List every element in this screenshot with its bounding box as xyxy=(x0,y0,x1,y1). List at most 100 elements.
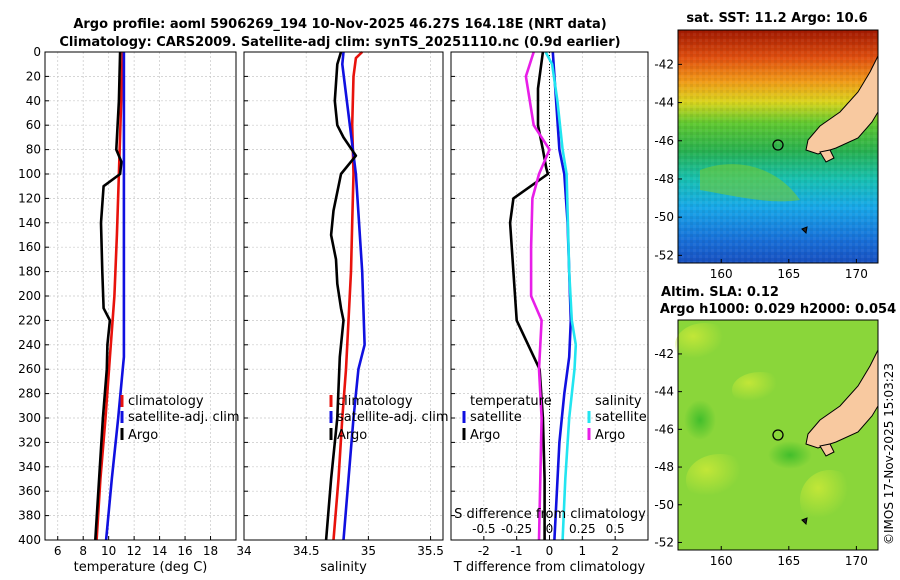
x-axis-label: salinity xyxy=(320,560,367,575)
map-y-tick-label: -42 xyxy=(654,57,674,71)
legend-title-temperature: temperature xyxy=(470,394,552,409)
s-tick-label: 0.5 xyxy=(606,522,625,536)
difference-panel: -2 -1 0 1 2 T difference from climatology xyxy=(450,51,649,575)
x-tick-label: 6 xyxy=(54,544,62,558)
x-tick-label: 8 xyxy=(79,544,87,558)
map-x-tick-label: 160 xyxy=(710,267,733,281)
legend-title-salinity: salinity xyxy=(595,394,642,409)
map-y-tick-label: -50 xyxy=(654,498,674,512)
map-y-tick-label: -48 xyxy=(654,460,674,474)
new-zealand-land xyxy=(805,349,879,449)
sst-map-frame xyxy=(677,29,879,264)
figure-title-line2: Climatology: CARS2009. Satellite-adj cli… xyxy=(59,35,620,50)
map-y-tick-label: -46 xyxy=(654,422,674,436)
sla-blob xyxy=(675,323,735,367)
y-tick-label: 160 xyxy=(18,240,41,254)
map-y-tick-label: -46 xyxy=(654,134,674,148)
map-y-tick-label: -50 xyxy=(654,210,674,224)
x-axis-label: T difference from climatology xyxy=(453,560,646,575)
legend-label-s-satellite: satellite xyxy=(595,410,647,425)
map-x-tick-label: 170 xyxy=(845,267,868,281)
stewart-island xyxy=(819,149,835,163)
stewart-island xyxy=(819,443,835,457)
sla-blob xyxy=(768,441,812,469)
y-tick-label: 120 xyxy=(18,191,41,205)
series-line-climatology xyxy=(95,51,124,541)
legend-label-satellite: satellite-adj. clim xyxy=(337,410,449,425)
series-line-climatology xyxy=(332,51,364,541)
figure-title-line1: Argo profile: aoml 5906269_194 10-Nov-20… xyxy=(73,17,606,32)
series-line-argo xyxy=(324,51,358,541)
legend-label-climatology: climatology xyxy=(128,394,204,409)
sla-blob xyxy=(732,372,788,408)
x-tick-label: 16 xyxy=(177,544,192,558)
map-y-tick-label: -42 xyxy=(654,347,674,361)
legend-label-argo: Argo xyxy=(337,428,367,443)
s-tick-label: -0.25 xyxy=(501,522,532,536)
sla-map-title-line2: Argo h1000: 0.029 h2000: 0.054 xyxy=(660,302,896,317)
x-tick-label: 35 xyxy=(361,544,376,558)
sla-map: Altim. SLA: 0.12 Argo h1000: 0.029 h2000… xyxy=(654,285,896,568)
series-line-satellite-adj-clim xyxy=(104,52,126,541)
sla-map-ticks: 160 165 170 -42 -44 -46 -48 -50 -52 xyxy=(654,347,867,568)
sst-map: sat. SST: 11.2 Argo: 10.6 160 165 170 -42 -4… xyxy=(654,11,879,281)
island-small xyxy=(801,226,808,235)
series-line-s-satellite xyxy=(544,51,578,541)
x-tick-label: 0 xyxy=(546,544,554,558)
salinity-legend: climatology satellite-adj. clim Argo xyxy=(329,394,449,443)
y-tick-label: 320 xyxy=(18,435,41,449)
argo-position-marker xyxy=(772,429,784,441)
map-y-tick-label: -48 xyxy=(654,172,674,186)
map-x-tick-label: 165 xyxy=(777,267,800,281)
series-line-satellite-adj-clim xyxy=(340,51,366,541)
x-tick-label: 12 xyxy=(126,544,141,558)
sla-map-title-line1: Altim. SLA: 0.12 xyxy=(661,285,779,300)
temperature-legend: climatology satellite-adj. clim Argo xyxy=(120,394,240,443)
map-x-tick-label: 165 xyxy=(777,554,800,568)
sla-map-frame xyxy=(677,319,879,551)
y-tick-label: 240 xyxy=(18,338,41,352)
x-tick-label: -2 xyxy=(478,544,490,558)
y-tick-label: 360 xyxy=(18,484,41,498)
temperature-panel: 6 8 10 12 14 16 180204060801001201401601802002… xyxy=(18,45,237,575)
s-tick-label: 0.25 xyxy=(569,522,596,536)
x-tick-label: -1 xyxy=(511,544,523,558)
sst-texture xyxy=(678,30,878,263)
y-tick-label: 40 xyxy=(26,94,41,108)
y-tick-label: 140 xyxy=(18,216,41,230)
s-tick-label: 0 xyxy=(546,522,554,536)
legend-label-s-argo: Argo xyxy=(595,428,625,443)
legend-label-argo: Argo xyxy=(128,428,158,443)
y-tick-label: 300 xyxy=(18,411,41,425)
sla-blob xyxy=(800,470,860,530)
x-tick-label: 35.5 xyxy=(417,544,444,558)
s-difference-axis-label: S difference from climatology xyxy=(454,507,646,522)
y-tick-label: 180 xyxy=(18,265,41,279)
x-tick-label: 34.5 xyxy=(293,544,320,558)
salinity-panel: 34 34.5 35 35.5 salinity xyxy=(236,51,444,575)
legend-label-climatology: climatology xyxy=(337,394,413,409)
sst-map-title: sat. SST: 11.2 Argo: 10.6 xyxy=(686,11,867,26)
legend-label-t-satellite: satellite xyxy=(470,410,522,425)
y-tick-label: 260 xyxy=(18,362,41,376)
map-x-tick-label: 170 xyxy=(845,554,868,568)
new-zealand-land xyxy=(805,55,879,155)
y-tick-label: 400 xyxy=(18,533,41,547)
x-tick-label: 34 xyxy=(236,544,251,558)
sst-map-ticks: 160 165 170 -42 -44 -46 -48 -50 -52 xyxy=(654,57,867,281)
series-line-s-argo xyxy=(524,51,551,541)
y-tick-label: 100 xyxy=(18,167,41,181)
sst-warm-patch xyxy=(700,164,800,202)
series-line-argo xyxy=(94,51,123,541)
y-tick-label: 220 xyxy=(18,313,41,327)
legend-label-t-argo: Argo xyxy=(470,428,500,443)
y-tick-label: 80 xyxy=(26,143,41,157)
x-tick-label: 2 xyxy=(611,544,619,558)
s-difference-ticks: -0.5 -0.25 0 0.25 0.5 xyxy=(472,522,625,536)
map-y-tick-label: -44 xyxy=(654,385,674,399)
imos-credit: ©IMOS 17-Nov-2025 15:03:23 xyxy=(882,363,896,545)
map-y-tick-label: -52 xyxy=(654,248,674,262)
y-tick-label: 380 xyxy=(18,509,41,523)
island-small xyxy=(801,517,808,526)
